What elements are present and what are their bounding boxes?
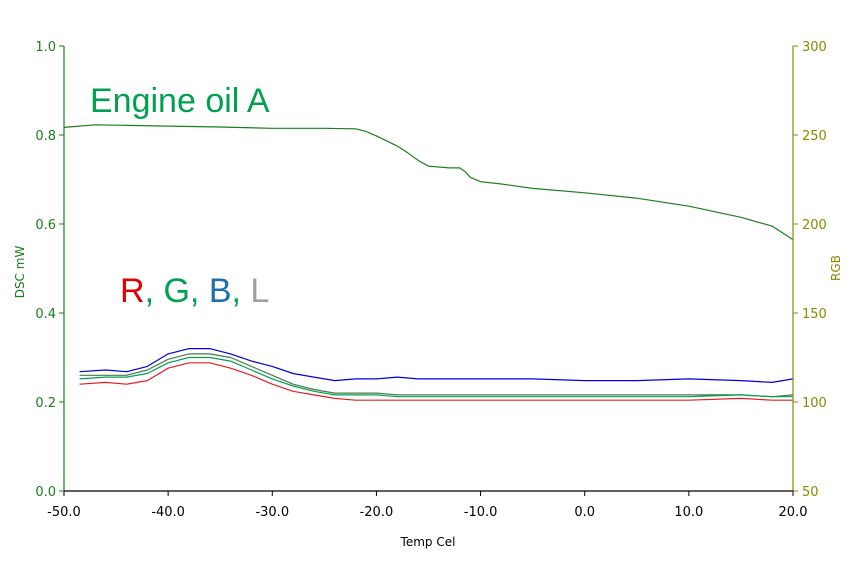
y-left-tick-label: 0.6	[35, 218, 56, 233]
sample-title: Engine oil A	[90, 82, 270, 120]
y-right-tick-label: 250	[802, 129, 827, 144]
x-tick-label: -50.0	[47, 505, 81, 520]
y-right-tick-label: 300	[802, 40, 827, 55]
x-tick-label: 10.0	[674, 505, 703, 520]
x-tick-label: 0.0	[574, 505, 595, 520]
channel-label: ,	[145, 272, 154, 310]
x-tick-label: -20.0	[360, 505, 394, 520]
y-left-tick-label: 0.2	[35, 396, 56, 411]
channel-legend: R, G, B, L	[120, 272, 269, 310]
series-layer	[63, 124, 794, 401]
y-right-tick-label: 50	[802, 485, 819, 500]
y-left-axis-label: DSC mW	[13, 246, 27, 299]
tick-labels: -50.0 -40.0 -30.0 -20.0 -10.0 0.0 10.0 20.0 0.0 0…	[35, 40, 827, 520]
series-line-4	[79, 362, 793, 401]
axes	[59, 45, 798, 496]
y-left-tick-label: 0.4	[35, 307, 56, 322]
x-tick-label: -10.0	[464, 505, 498, 520]
channel-label: R	[120, 272, 145, 310]
y-left-tick-label: 0.0	[35, 485, 56, 500]
channel-label: L	[241, 272, 269, 310]
channel-label: B	[199, 272, 231, 310]
channel-label: ,	[232, 272, 241, 310]
x-tick-label: 20.0	[779, 505, 808, 520]
y-left-tick-label: 0.8	[35, 129, 56, 144]
y-left-tick-label: 1.0	[35, 40, 56, 55]
y-right-axis-label: RGB	[829, 255, 843, 281]
y-right-tick-label: 200	[802, 218, 827, 233]
series-line-2	[79, 353, 794, 398]
series-line-3	[79, 356, 793, 398]
x-tick-label: -40.0	[151, 505, 185, 520]
x-axis-label: Temp Cel	[400, 535, 456, 549]
series-line-0	[63, 124, 794, 241]
series-line-1	[79, 348, 794, 383]
channel-label: G	[154, 272, 190, 310]
y-right-tick-label: 150	[802, 307, 827, 322]
channel-label: ,	[190, 272, 199, 310]
x-tick-label: -30.0	[255, 505, 289, 520]
y-right-tick-label: 100	[802, 396, 827, 411]
